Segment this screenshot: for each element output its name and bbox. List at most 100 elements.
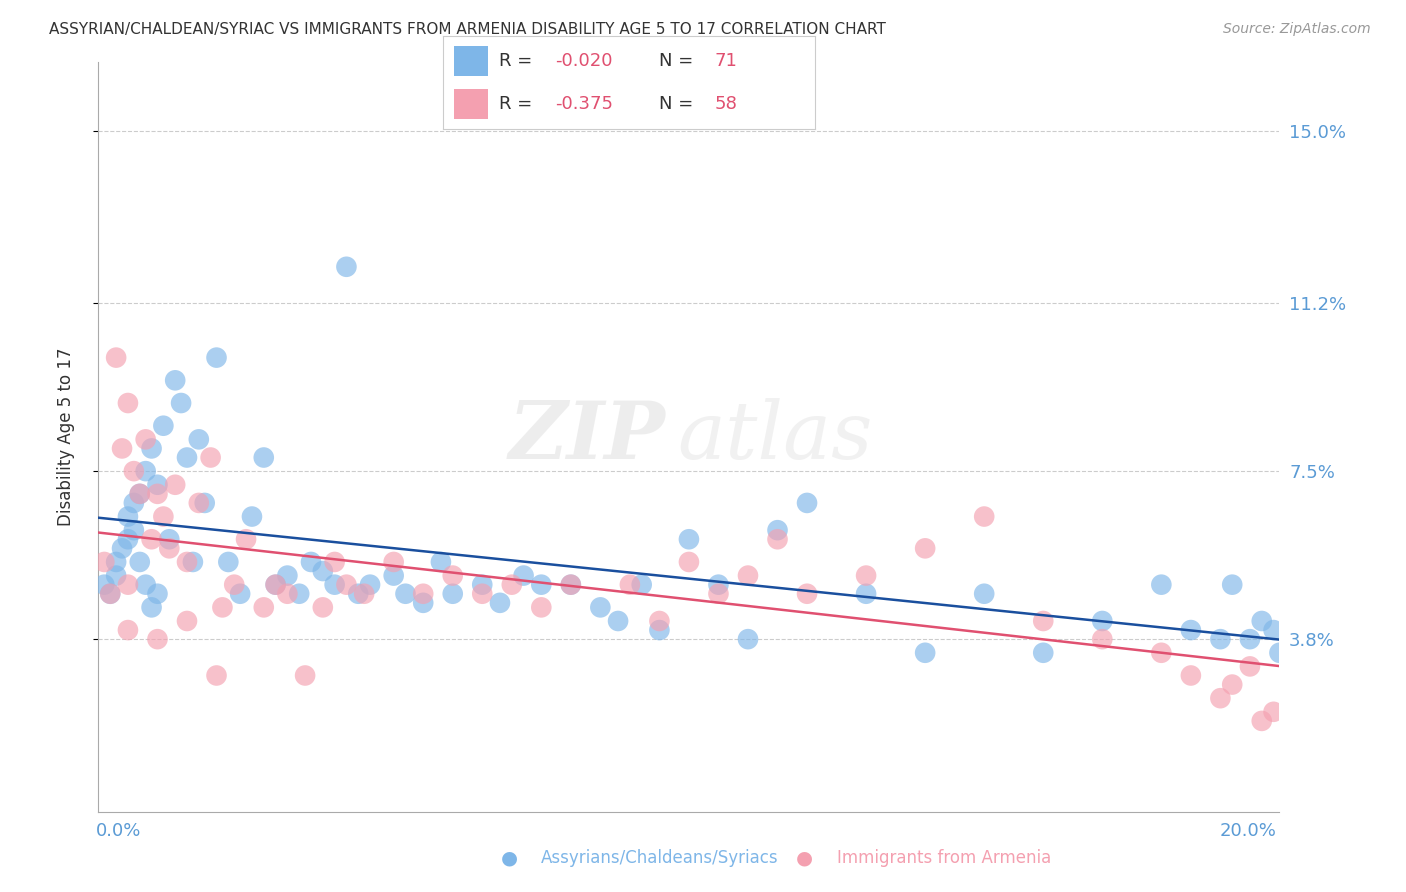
- Point: [165, 477, 187, 491]
- Point: [117, 623, 139, 637]
- Point: [589, 600, 612, 615]
- Point: [146, 487, 169, 501]
- Point: [128, 487, 150, 501]
- Point: [312, 600, 335, 615]
- Text: ZIP: ZIP: [509, 399, 665, 475]
- Text: Immigrants from Armenia: Immigrants from Armenia: [837, 849, 1050, 867]
- Point: [707, 577, 730, 591]
- Point: [471, 577, 494, 591]
- Point: [1220, 577, 1243, 591]
- Point: [217, 555, 239, 569]
- Point: [253, 600, 276, 615]
- Point: [678, 555, 700, 569]
- Text: ●: ●: [796, 848, 813, 868]
- Text: Source: ZipAtlas.com: Source: ZipAtlas.com: [1223, 22, 1371, 37]
- Point: [117, 533, 139, 547]
- Point: [560, 577, 582, 591]
- Point: [294, 668, 316, 682]
- Point: [105, 568, 128, 582]
- Text: Assyrians/Chaldeans/Syriacs: Assyrians/Chaldeans/Syriacs: [541, 849, 779, 867]
- Point: [1150, 646, 1173, 660]
- Point: [1263, 623, 1285, 637]
- Text: -0.375: -0.375: [554, 95, 613, 113]
- Point: [560, 577, 582, 591]
- Text: 0.0%: 0.0%: [96, 822, 141, 840]
- Point: [530, 600, 553, 615]
- Point: [93, 555, 115, 569]
- Point: [122, 523, 145, 537]
- Point: [229, 587, 252, 601]
- Point: [253, 450, 276, 465]
- Point: [648, 614, 671, 628]
- Point: [128, 487, 150, 501]
- Text: 58: 58: [714, 95, 738, 113]
- Point: [276, 568, 298, 582]
- Point: [737, 568, 759, 582]
- Point: [176, 614, 198, 628]
- Point: [382, 555, 405, 569]
- Point: [347, 587, 370, 601]
- Point: [766, 523, 789, 537]
- Point: [264, 577, 287, 591]
- Point: [1268, 646, 1291, 660]
- Point: [299, 555, 322, 569]
- Point: [194, 496, 217, 510]
- Point: [648, 623, 671, 637]
- Point: [796, 587, 818, 601]
- Point: [135, 433, 157, 447]
- Text: ●: ●: [501, 848, 517, 868]
- Point: [288, 587, 311, 601]
- Point: [157, 541, 180, 556]
- Point: [353, 587, 375, 601]
- Point: [146, 477, 169, 491]
- Point: [157, 533, 180, 547]
- Point: [607, 614, 630, 628]
- Point: [323, 577, 346, 591]
- Point: [117, 396, 139, 410]
- Point: [1091, 614, 1114, 628]
- Point: [205, 351, 228, 365]
- Point: [973, 587, 995, 601]
- Point: [141, 600, 163, 615]
- Point: [93, 577, 115, 591]
- Point: [98, 587, 121, 601]
- Point: [1032, 646, 1054, 660]
- Point: [170, 396, 193, 410]
- Point: [117, 509, 139, 524]
- Point: [855, 587, 877, 601]
- Point: [141, 442, 163, 456]
- Point: [1220, 677, 1243, 691]
- Point: [187, 433, 209, 447]
- Text: N =: N =: [659, 52, 699, 70]
- Text: atlas: atlas: [678, 399, 873, 475]
- Point: [359, 577, 381, 591]
- Point: [501, 577, 523, 591]
- Point: [135, 577, 157, 591]
- Point: [176, 555, 198, 569]
- Point: [135, 464, 157, 478]
- Point: [530, 577, 553, 591]
- Point: [441, 587, 464, 601]
- Point: [105, 555, 128, 569]
- Point: [122, 496, 145, 510]
- Point: [796, 496, 818, 510]
- Point: [152, 509, 174, 524]
- Point: [146, 587, 169, 601]
- Point: [165, 373, 187, 387]
- Point: [412, 596, 434, 610]
- Point: [619, 577, 641, 591]
- Point: [240, 509, 263, 524]
- Point: [117, 577, 139, 591]
- Point: [394, 587, 416, 601]
- Text: -0.020: -0.020: [554, 52, 612, 70]
- Text: 20.0%: 20.0%: [1220, 822, 1277, 840]
- Point: [128, 555, 150, 569]
- Point: [678, 533, 700, 547]
- Point: [412, 587, 434, 601]
- Point: [105, 351, 128, 365]
- Y-axis label: Disability Age 5 to 17: Disability Age 5 to 17: [56, 348, 75, 526]
- Point: [1180, 668, 1202, 682]
- Point: [1032, 614, 1054, 628]
- Bar: [454, 46, 488, 76]
- Point: [323, 555, 346, 569]
